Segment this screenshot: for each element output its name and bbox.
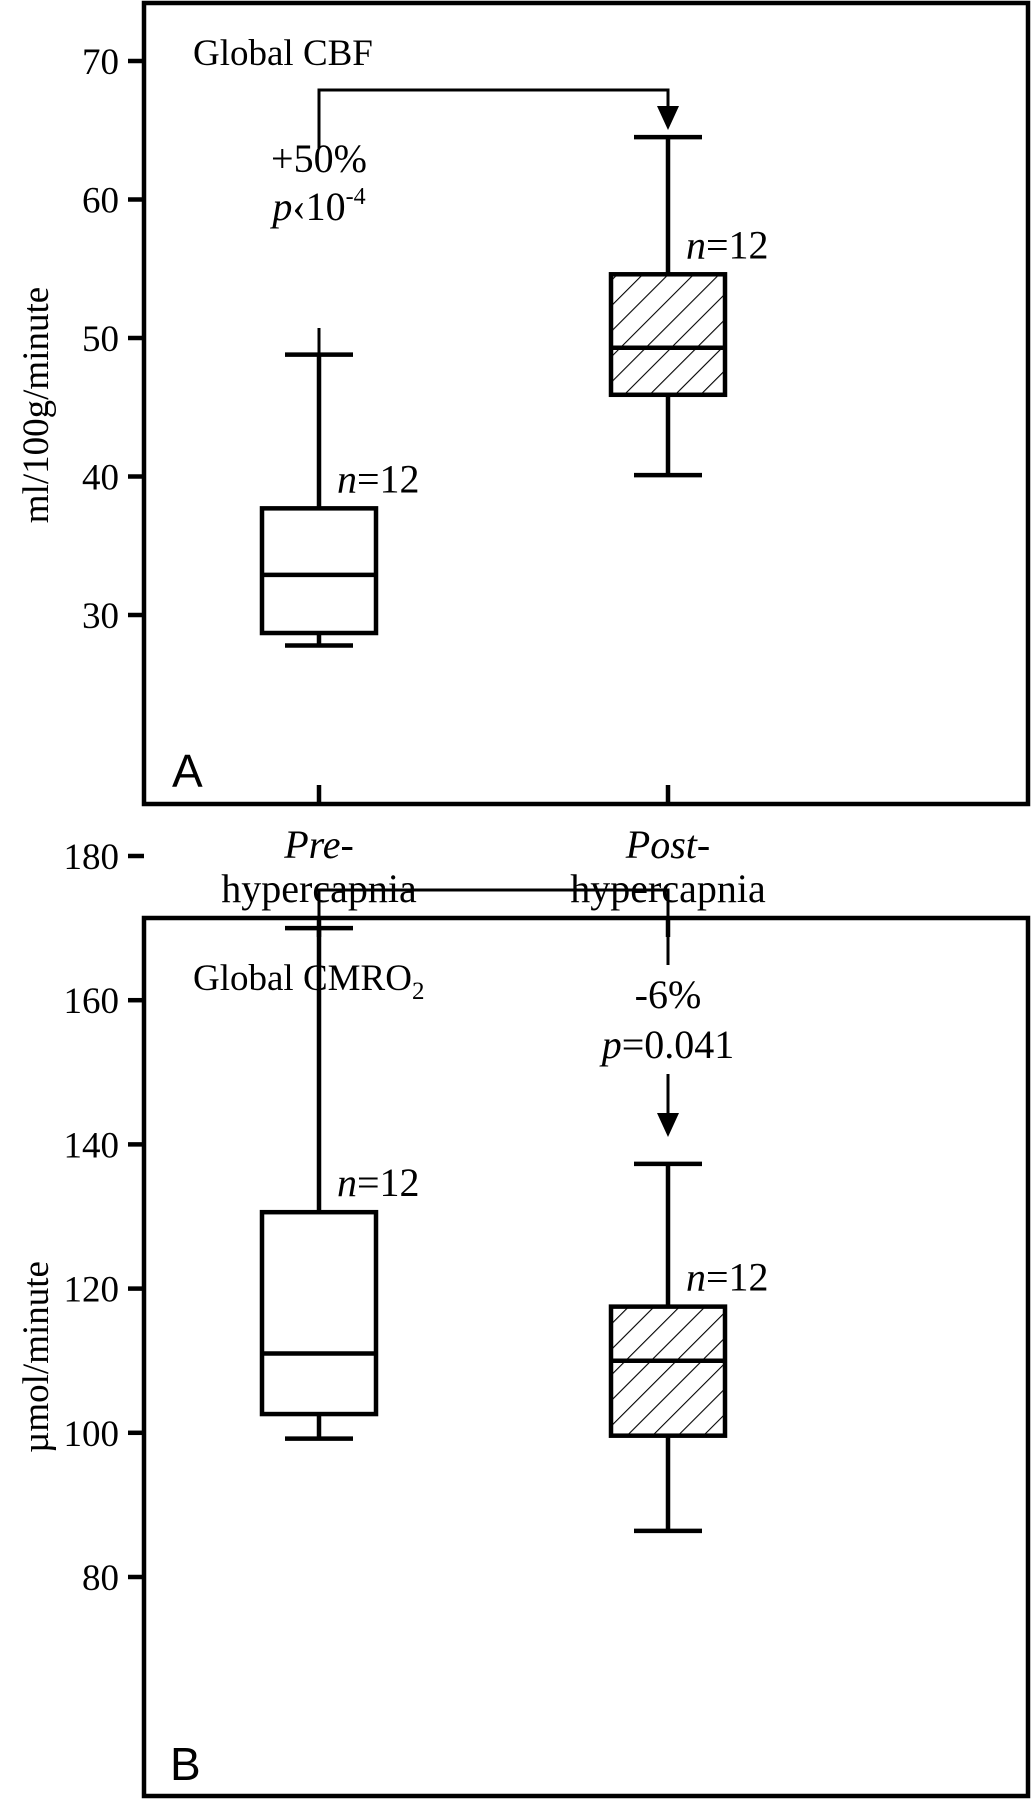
arrowhead bbox=[657, 1113, 679, 1137]
panel-a-ytick-label: 70 bbox=[82, 42, 119, 83]
p-value: ‹10 bbox=[292, 184, 345, 229]
panel-a-box-pre: n=12 bbox=[259, 352, 420, 648]
n-label: n=12 bbox=[337, 1160, 420, 1205]
n-var: n bbox=[337, 456, 357, 501]
n-var: n bbox=[686, 1255, 706, 1300]
panel-b-ylabel: µmol/minute bbox=[16, 1261, 57, 1453]
n-label: n=12 bbox=[686, 222, 769, 267]
iqr-box bbox=[259, 506, 379, 636]
n-label: n=12 bbox=[337, 456, 420, 501]
panel-b: 80 100 120 140 160 180 µmol/minute Global CMR… bbox=[16, 837, 1031, 1799]
panel-b-title-sub: 2 bbox=[412, 978, 425, 1005]
panel-a-ytick-label: 30 bbox=[82, 596, 119, 637]
panel-a-comparison: +50%p‹10-4 bbox=[269, 88, 679, 355]
comparison-bracket bbox=[317, 88, 670, 148]
panel-b-letter: B bbox=[170, 1738, 201, 1790]
n-value: =12 bbox=[706, 222, 769, 267]
panel-b-ytick-label: 120 bbox=[64, 1270, 120, 1311]
panel-b-title-main: Global CMRO bbox=[193, 958, 412, 999]
panel-b-ytick-label: 80 bbox=[82, 1558, 119, 1599]
n-var: n bbox=[337, 1160, 357, 1205]
arrowhead bbox=[657, 106, 679, 130]
panel-b-ytick-label: 160 bbox=[64, 981, 120, 1022]
p-value-label: p=0.041 bbox=[599, 1022, 735, 1067]
effect-size-label: +50% bbox=[271, 136, 367, 181]
panel-a-y-axis: 30 40 50 60 70 bbox=[82, 42, 144, 637]
panel-a-letter: A bbox=[172, 745, 203, 797]
n-label: n=12 bbox=[686, 1255, 769, 1300]
panel-a-frame bbox=[141, 0, 1031, 807]
panel-b-box-post: n=12 bbox=[608, 1161, 769, 1534]
panel-b-comparison: -6% p=0.041 bbox=[317, 888, 735, 1137]
panel-a-ytick-label: 50 bbox=[82, 319, 119, 360]
effect-size-label: -6% bbox=[635, 972, 702, 1017]
panel-b-frame bbox=[141, 915, 1031, 1799]
panel-b-box-pre: n=12 bbox=[259, 925, 420, 1441]
panel-b-ytick-label: 140 bbox=[64, 1125, 120, 1166]
panel-b-ytick-label: 100 bbox=[64, 1414, 120, 1455]
x-category-prefix: Post- bbox=[625, 822, 710, 867]
x-category-prefix: Pre- bbox=[283, 822, 354, 867]
panel-a: 30 40 50 60 70 ml/100g/minute Global CBF A +… bbox=[16, 0, 1031, 807]
panel-a-box-post: n=12 bbox=[608, 134, 769, 478]
panel-a-ytick-label: 60 bbox=[82, 181, 119, 222]
n-value: =12 bbox=[357, 1160, 420, 1205]
panel-b-ytick-label: 180 bbox=[64, 837, 120, 878]
comparison-bracket bbox=[317, 888, 670, 965]
panel-b-title: Global CMRO2 bbox=[193, 958, 424, 1005]
p-exponent: -4 bbox=[346, 184, 366, 210]
iqr-box bbox=[608, 272, 728, 398]
p-value: =0.041 bbox=[622, 1022, 735, 1067]
panel-a-ytick-label: 40 bbox=[82, 458, 119, 499]
panel-b-boxes: n=12n=12 bbox=[259, 925, 769, 1534]
panel-a-title: Global CBF bbox=[193, 33, 373, 74]
panel-b-y-axis: 80 100 120 140 160 180 bbox=[64, 837, 144, 1599]
n-var: n bbox=[686, 222, 706, 267]
p-value-label: p‹10-4 bbox=[269, 184, 365, 229]
iqr-box bbox=[259, 1209, 379, 1417]
panel-a-boxes: n=12n=12 bbox=[259, 134, 769, 648]
p-var: p bbox=[599, 1022, 622, 1067]
p-var: p bbox=[269, 184, 292, 229]
panel-a-ylabel: ml/100g/minute bbox=[16, 287, 57, 523]
n-value: =12 bbox=[357, 456, 420, 501]
iqr-box bbox=[608, 1304, 728, 1438]
n-value: =12 bbox=[706, 1255, 769, 1300]
